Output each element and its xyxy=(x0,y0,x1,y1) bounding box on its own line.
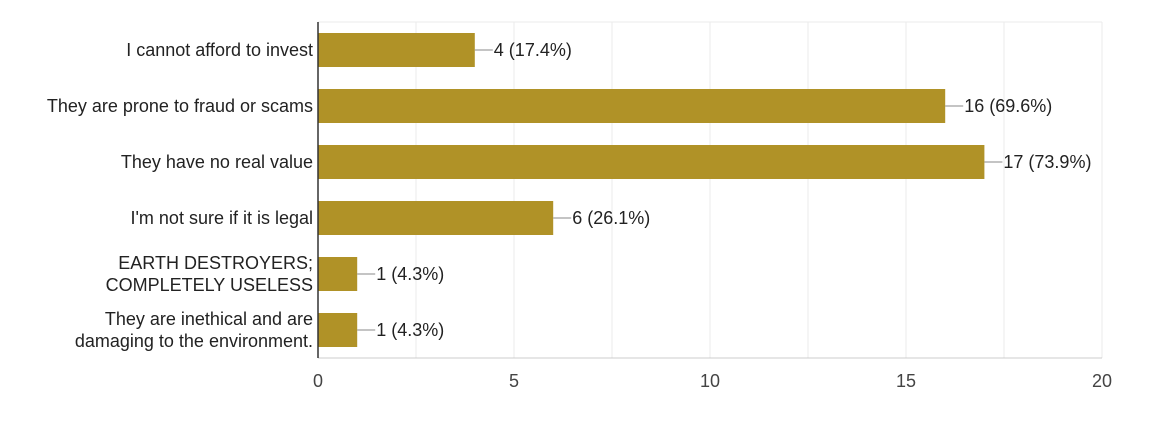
x-tick-label: 20 xyxy=(1092,371,1112,391)
bar xyxy=(318,145,985,179)
data-label: 6 (26.1%) xyxy=(572,208,650,228)
category-label: They are inethical and are xyxy=(105,309,313,329)
data-label: 1 (4.3%) xyxy=(376,320,444,340)
x-tick-label: 10 xyxy=(700,371,720,391)
category-label: I'm not sure if it is legal xyxy=(130,208,313,228)
bar xyxy=(318,257,358,291)
category-label: COMPLETELY USELESS xyxy=(106,275,313,295)
x-tick-label: 15 xyxy=(896,371,916,391)
data-label: 17 (73.9%) xyxy=(1003,152,1091,172)
category-label: EARTH DESTROYERS; xyxy=(118,253,313,273)
category-label: damaging to the environment. xyxy=(75,331,313,351)
x-tick-label: 0 xyxy=(313,371,323,391)
bar xyxy=(318,313,358,347)
category-label: They are prone to fraud or scams xyxy=(47,96,313,116)
bar xyxy=(318,201,554,235)
category-label: I cannot afford to invest xyxy=(126,40,313,60)
data-label: 4 (17.4%) xyxy=(494,40,572,60)
bar xyxy=(318,33,475,67)
category-label: They have no real value xyxy=(121,152,313,172)
bar xyxy=(318,89,946,123)
data-label: 16 (69.6%) xyxy=(964,96,1052,116)
data-label: 1 (4.3%) xyxy=(376,264,444,284)
x-tick-label: 5 xyxy=(509,371,519,391)
